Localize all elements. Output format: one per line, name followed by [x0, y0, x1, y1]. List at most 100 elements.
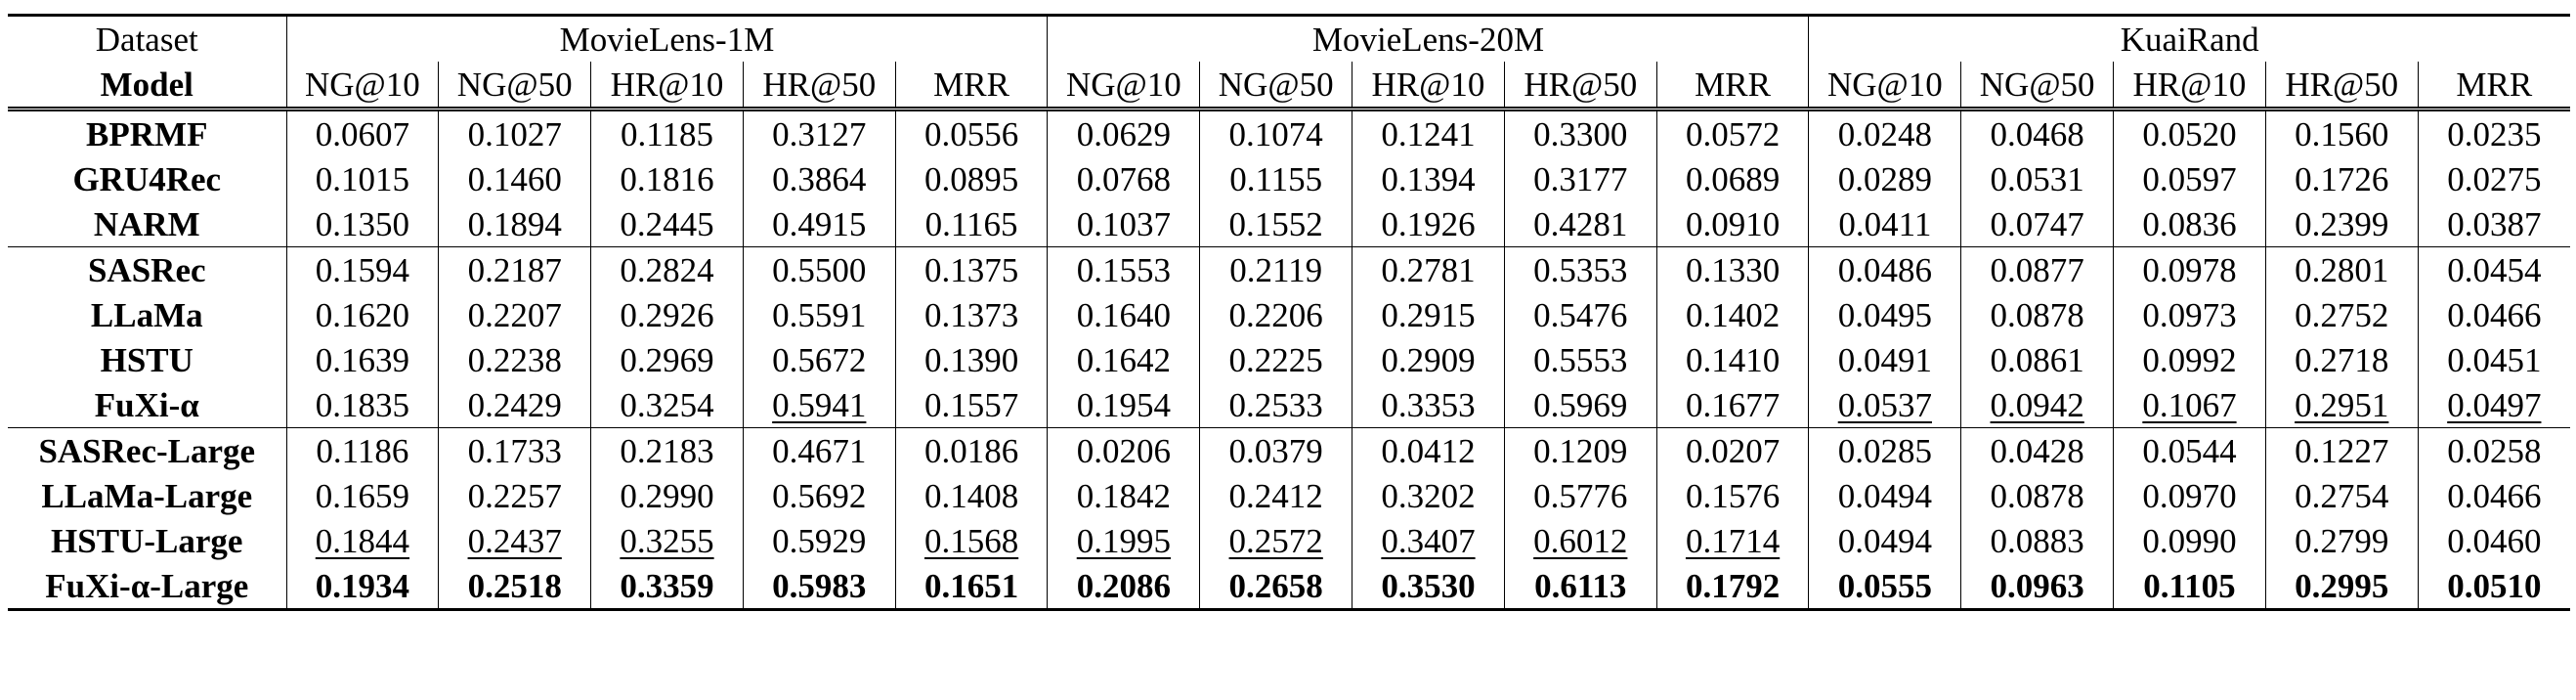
metric-value-cell: 0.2187 [438, 246, 591, 292]
metric-value-cell: 0.0629 [1047, 107, 1200, 156]
metric-value-cell: 0.1954 [1047, 382, 1200, 428]
metric-value-cell: 0.1560 [2264, 107, 2419, 156]
metric-value: 0.1642 [1076, 340, 1171, 379]
results-table-container: Dataset MovieLens-1M MovieLens-20M KuaiR… [8, 14, 2570, 611]
metric-value-cell: 0.0460 [2417, 518, 2570, 563]
metric-value-cell: 0.1390 [894, 337, 1048, 382]
metric-value-cell: 0.3407 [1352, 518, 1505, 563]
metric-value: 0.1408 [923, 476, 1019, 515]
metric-value: 0.0689 [1685, 159, 1781, 198]
metric-value-cell: 0.0895 [894, 156, 1048, 201]
metric-value: 0.0379 [1228, 431, 1323, 470]
metric-value-cell: 0.1995 [1047, 518, 1200, 563]
metric-value: 0.0207 [1685, 431, 1781, 470]
metric-value-cell: 0.2183 [590, 427, 744, 473]
metric-value-cell: 0.6012 [1503, 518, 1657, 563]
metric-value: 0.0878 [1990, 476, 2084, 515]
model-name: HSTU-Large [51, 521, 243, 560]
metric-value: 0.6012 [1533, 521, 1628, 560]
metric-value-cell: 0.0883 [1960, 518, 2114, 563]
metric-value: 0.0460 [2447, 521, 2542, 560]
metric-value-cell: 0.0768 [1047, 156, 1200, 201]
model-name: LLaMa-Large [41, 476, 253, 515]
metric-value: 0.0468 [1990, 114, 2084, 153]
metric-value: 0.2801 [2295, 250, 2389, 289]
metric-value: 0.5500 [772, 250, 867, 289]
metric-value-cell: 0.4281 [1503, 201, 1657, 247]
metric-value: 0.0494 [1837, 476, 1932, 515]
metric-value-cell: 0.5776 [1503, 473, 1657, 518]
metric-value: 0.3407 [1381, 521, 1476, 560]
metric-value: 0.0836 [2142, 204, 2237, 243]
metric-value-cell: 0.0494 [1808, 473, 1961, 518]
table-row: LLaMa-Large 0.1659 0.2257 0.2990 0.5692 0.140… [8, 473, 2570, 518]
metric-value: 0.2718 [2295, 340, 2389, 379]
metric-value: 0.5983 [772, 566, 867, 605]
metric-value-cell: 0.1186 [285, 427, 439, 473]
metric-value-cell: 0.1651 [894, 563, 1048, 611]
metric-value-cell: 0.0877 [1960, 246, 2114, 292]
metric-value: 0.0990 [2142, 521, 2237, 560]
metric-value-cell: 0.0258 [2417, 427, 2570, 473]
model-name: GRU4Rec [72, 159, 222, 198]
metric-value-cell: 0.1410 [1655, 337, 1809, 382]
metric-value-cell: 0.0379 [1199, 427, 1352, 473]
metric-value-cell: 0.1659 [285, 473, 439, 518]
metric-value-cell: 0.5692 [742, 473, 896, 518]
metric-value-cell: 0.1714 [1655, 518, 1809, 563]
metric-value: 0.1816 [620, 159, 714, 198]
metric-value: 0.0970 [2142, 476, 2237, 515]
metric-value: 0.2572 [1228, 521, 1323, 560]
metric-value: 0.1835 [315, 385, 410, 424]
metric-value: 0.2412 [1228, 476, 1323, 515]
table-row: NARM 0.1350 0.1894 0.2445 0.4915 0.1165 0.1037… [8, 201, 2570, 247]
metric-value: 0.2951 [2295, 385, 2389, 424]
metric-value-cell: 0.3255 [590, 518, 744, 563]
metric-value: 0.2238 [467, 340, 562, 379]
metric-value: 0.1651 [923, 566, 1019, 605]
metric-value-cell: 0.2990 [590, 473, 744, 518]
metric-header: NG@10 [1047, 62, 1200, 109]
metric-value: 0.0942 [1990, 385, 2084, 424]
metric-value-cell: 0.3530 [1352, 563, 1505, 611]
metric-value: 0.0597 [2142, 159, 2237, 198]
metric-value-cell: 0.0978 [2113, 246, 2266, 292]
metric-value: 0.1209 [1533, 431, 1628, 470]
metric-value: 0.0861 [1990, 340, 2084, 379]
metric-value: 0.2399 [2295, 204, 2389, 243]
metric-value: 0.1027 [467, 114, 562, 153]
metric-value-cell: 0.0836 [2113, 201, 2266, 247]
results-table: Dataset MovieLens-1M MovieLens-20M KuaiR… [8, 14, 2570, 611]
metric-value: 0.0494 [1837, 521, 1932, 560]
metric-value: 0.3864 [772, 159, 867, 198]
metric-value-cell: 0.3202 [1352, 473, 1505, 518]
metric-value: 0.5553 [1533, 340, 1628, 379]
metric-value: 0.2187 [467, 250, 562, 289]
metric-value: 0.0387 [2447, 204, 2542, 243]
metric-value: 0.0428 [1990, 431, 2084, 470]
metric-value-cell: 0.0206 [1047, 427, 1200, 473]
metric-value-cell: 0.1165 [894, 201, 1048, 247]
metric-value-cell: 0.1594 [285, 246, 439, 292]
metric-value-cell: 0.3359 [590, 563, 744, 611]
metric-value: 0.1165 [924, 204, 1018, 243]
metric-value-cell: 0.0466 [2417, 473, 2570, 518]
metric-value: 0.1067 [2142, 385, 2237, 424]
metric-value: 0.0963 [1990, 566, 2084, 605]
metric-value: 0.3353 [1381, 385, 1476, 424]
metric-value-cell: 0.0387 [2417, 201, 2570, 247]
metric-value-cell: 0.0910 [1655, 201, 1809, 247]
metric-value-cell: 0.2754 [2264, 473, 2419, 518]
metric-value: 0.0555 [1837, 566, 1932, 605]
metric-value: 0.1330 [1685, 250, 1781, 289]
metric-value-cell: 0.0970 [2113, 473, 2266, 518]
metric-value-cell: 0.0275 [2417, 156, 2570, 201]
metric-value: 0.0992 [2142, 340, 2237, 379]
metric-value: 0.1726 [2295, 159, 2389, 198]
metric-value-cell: 0.1792 [1655, 563, 1809, 611]
metric-value-cell: 0.0597 [2113, 156, 2266, 201]
metric-value: 0.5672 [772, 340, 867, 379]
metric-header: NG@50 [1960, 62, 2114, 109]
metric-value-cell: 0.1620 [285, 292, 439, 337]
metric-value-cell: 0.5353 [1503, 246, 1657, 292]
